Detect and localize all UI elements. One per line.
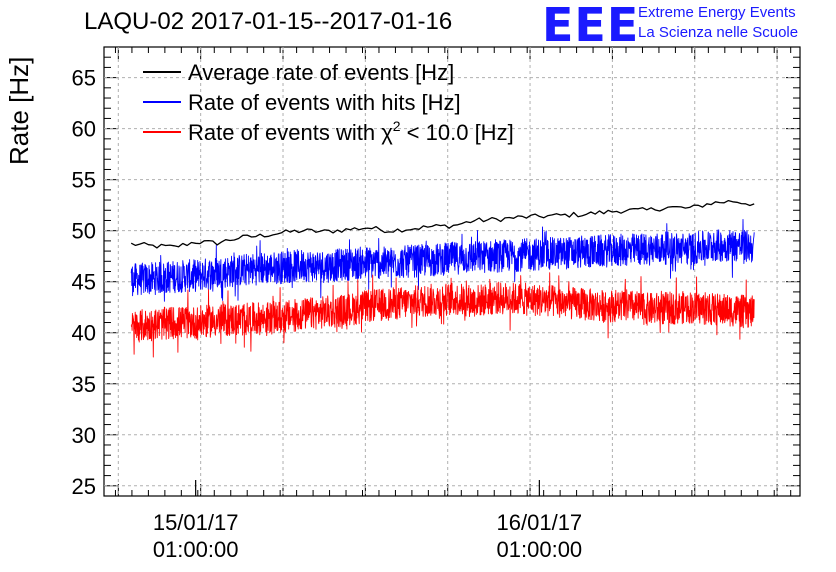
y-tick-label: 60	[72, 117, 96, 142]
series-line-3	[130, 272, 755, 358]
legend-label-3: Rate of events with χ2 < 10.0 [Hz]	[188, 118, 514, 145]
logo-line-1: Extreme Energy Events	[638, 4, 796, 21]
chart-title: LAQU-02 2017-01-15--2017-01-16	[84, 8, 453, 35]
series-line-1	[130, 199, 755, 249]
y-tick-label: 25	[72, 474, 96, 499]
series-line-2	[130, 218, 755, 302]
y-tick-label: 45	[72, 270, 96, 295]
x-tick-date: 15/01/17	[153, 510, 239, 535]
x-tick-date: 16/01/17	[497, 510, 583, 535]
x-tick-time: 01:00:00	[497, 537, 583, 562]
y-tick-label: 50	[72, 219, 96, 244]
legend-label-2: Rate of events with hits [Hz]	[188, 90, 461, 115]
x-tick-time: 01:00:00	[153, 537, 239, 562]
y-tick-label: 55	[72, 168, 96, 193]
logo-line-2: La Scienza nelle Scuole	[638, 24, 799, 41]
y-tick-label: 40	[72, 321, 96, 346]
eee-logo: EEE	[542, 0, 640, 52]
y-tick-label: 30	[72, 423, 96, 448]
y-tick-label: 65	[72, 66, 96, 91]
legend-label-1: Average rate of events [Hz]	[188, 60, 454, 85]
legend: Average rate of events [Hz] Rate of event…	[143, 60, 514, 145]
y-tick-label: 35	[72, 372, 96, 397]
